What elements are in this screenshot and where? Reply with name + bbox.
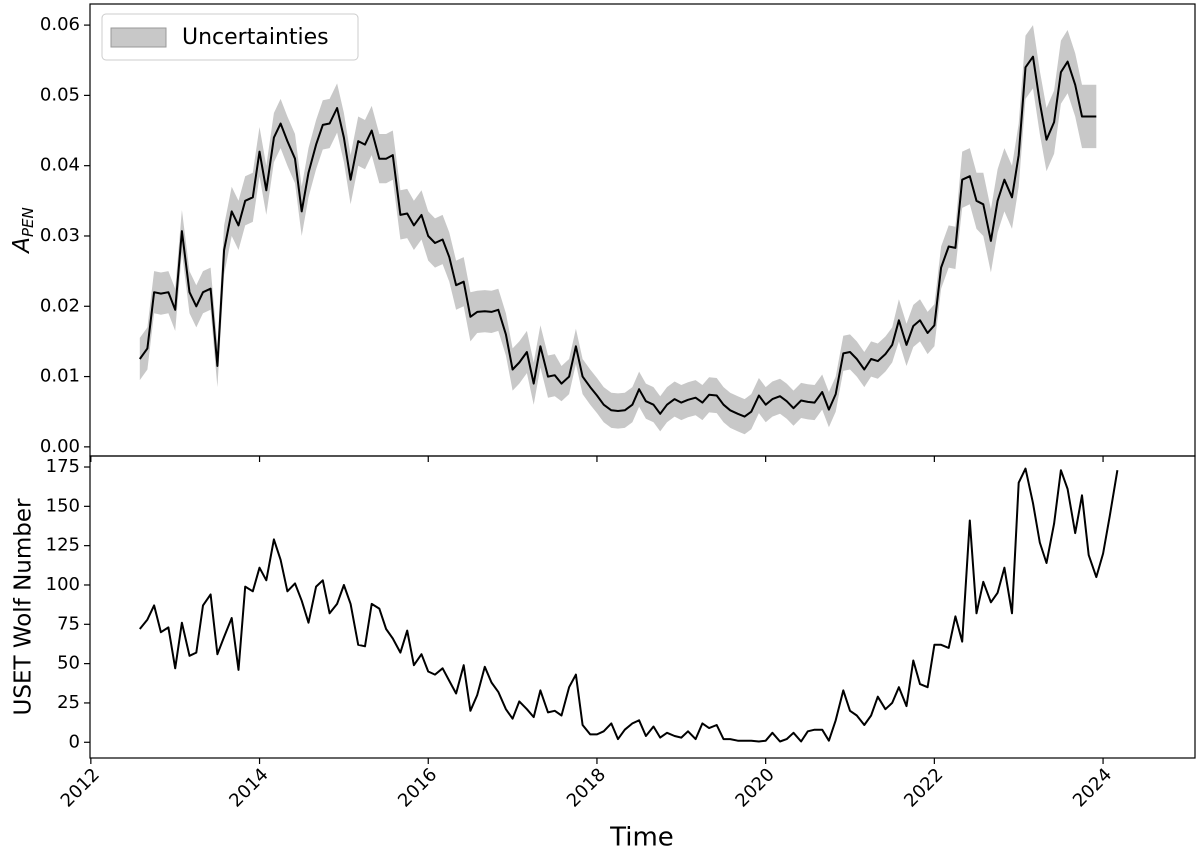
y-tick-label: 0.06 xyxy=(40,14,80,35)
y-tick-label: 0.01 xyxy=(40,366,80,387)
y-tick-label: 125 xyxy=(46,535,80,556)
y-tick-label: 75 xyxy=(57,613,80,634)
y-tick-label: 0.04 xyxy=(40,155,80,176)
x-axis-label: Time xyxy=(609,823,674,853)
y-tick-label: 150 xyxy=(46,495,80,516)
axes-frame xyxy=(89,455,1196,759)
legend-label: Uncertainties xyxy=(182,25,329,50)
data-line xyxy=(138,55,1097,418)
y-label-main: A xyxy=(9,237,35,255)
y-tick-label: 175 xyxy=(46,456,80,477)
y-axis-label: APEN xyxy=(9,207,37,254)
y-tick-label: 0.03 xyxy=(40,225,80,246)
y-tick-label: 50 xyxy=(57,653,80,674)
legend-box xyxy=(101,13,359,61)
y-tick-label: 0.02 xyxy=(40,295,80,316)
legend-swatch xyxy=(110,27,167,48)
data-line xyxy=(139,467,1119,743)
y-label-sub: PEN xyxy=(19,207,37,237)
y-axis-label: USET Wolf Number xyxy=(11,498,37,716)
y-tick-label: 0.00 xyxy=(40,436,80,457)
y-tick-label: 0 xyxy=(69,731,80,752)
y-tick-label: 25 xyxy=(57,692,80,713)
y-tick-label: 100 xyxy=(46,574,80,595)
y-tick-label: 0.05 xyxy=(40,84,80,105)
